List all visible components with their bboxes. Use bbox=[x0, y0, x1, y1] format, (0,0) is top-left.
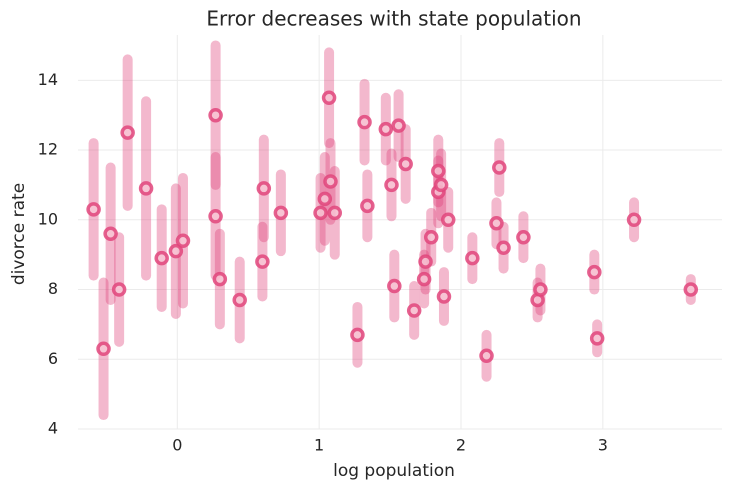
point bbox=[465, 250, 480, 266]
y-tick-label: 12 bbox=[38, 140, 58, 159]
point bbox=[398, 156, 413, 172]
point bbox=[587, 264, 602, 280]
point bbox=[327, 205, 342, 221]
x-tick-label: 2 bbox=[456, 436, 466, 455]
point bbox=[357, 114, 372, 130]
point bbox=[103, 226, 118, 241]
point bbox=[433, 177, 449, 193]
point bbox=[391, 118, 406, 133]
point bbox=[120, 125, 135, 140]
chart-title: Error decreases with state population bbox=[206, 7, 581, 31]
x-tick-label: 0 bbox=[172, 436, 182, 455]
point bbox=[208, 209, 223, 224]
point bbox=[492, 160, 507, 175]
point bbox=[384, 177, 399, 193]
x-tick-label: 3 bbox=[598, 436, 608, 455]
point bbox=[533, 282, 548, 297]
point bbox=[683, 282, 699, 297]
point bbox=[323, 174, 338, 189]
point bbox=[111, 282, 127, 297]
point bbox=[313, 205, 328, 221]
point bbox=[378, 121, 394, 137]
point bbox=[496, 240, 511, 255]
point bbox=[626, 212, 642, 228]
point bbox=[489, 216, 504, 231]
point bbox=[440, 212, 456, 228]
point bbox=[418, 254, 433, 269]
point bbox=[350, 327, 365, 343]
point bbox=[431, 163, 446, 179]
point bbox=[387, 278, 402, 294]
point bbox=[360, 198, 375, 214]
point bbox=[212, 271, 228, 287]
y-tick-label: 6 bbox=[48, 349, 58, 368]
point bbox=[273, 205, 289, 221]
point bbox=[516, 229, 531, 245]
x-axis-label: log population bbox=[333, 461, 455, 481]
point bbox=[479, 348, 494, 364]
point bbox=[406, 303, 422, 318]
point bbox=[317, 191, 333, 207]
point bbox=[589, 331, 605, 346]
y-tick-label: 14 bbox=[38, 70, 58, 89]
point bbox=[96, 341, 111, 357]
x-tick-label: 1 bbox=[314, 436, 324, 455]
y-tick-label: 8 bbox=[48, 279, 58, 298]
point bbox=[416, 271, 432, 287]
y-axis-label: divorce rate bbox=[9, 183, 29, 285]
point bbox=[436, 289, 452, 304]
point bbox=[208, 107, 223, 123]
point bbox=[138, 181, 154, 196]
point bbox=[321, 90, 337, 106]
point bbox=[168, 243, 184, 259]
point bbox=[232, 292, 247, 308]
point bbox=[255, 254, 270, 269]
point bbox=[154, 250, 169, 266]
point bbox=[423, 229, 439, 245]
y-tick-label: 4 bbox=[48, 419, 58, 438]
point bbox=[256, 181, 272, 196]
point bbox=[175, 233, 191, 248]
y-tick-label: 10 bbox=[38, 209, 58, 228]
point bbox=[86, 202, 101, 217]
